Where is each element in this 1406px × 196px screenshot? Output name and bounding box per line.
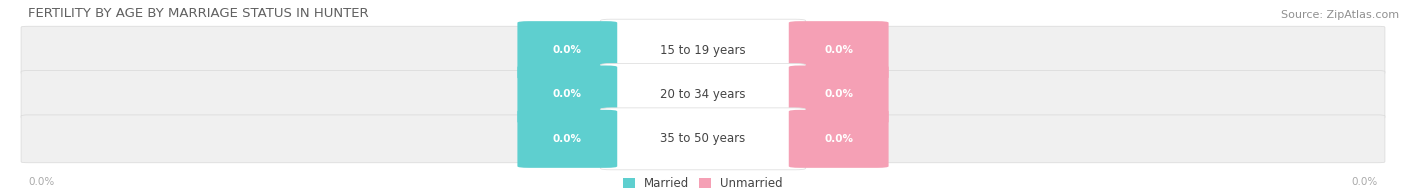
Text: 35 to 50 years: 35 to 50 years: [661, 132, 745, 145]
FancyBboxPatch shape: [517, 65, 617, 123]
Text: 0.0%: 0.0%: [553, 134, 582, 144]
Text: 0.0%: 0.0%: [28, 177, 55, 187]
Text: 15 to 19 years: 15 to 19 years: [661, 44, 745, 57]
FancyBboxPatch shape: [789, 65, 889, 123]
FancyBboxPatch shape: [21, 115, 1385, 163]
FancyBboxPatch shape: [21, 71, 1385, 118]
FancyBboxPatch shape: [600, 64, 806, 125]
Text: 0.0%: 0.0%: [1351, 177, 1378, 187]
FancyBboxPatch shape: [600, 19, 806, 81]
FancyBboxPatch shape: [600, 108, 806, 170]
FancyBboxPatch shape: [21, 26, 1385, 74]
Text: 20 to 34 years: 20 to 34 years: [661, 88, 745, 101]
FancyBboxPatch shape: [789, 110, 889, 168]
Text: 0.0%: 0.0%: [824, 45, 853, 55]
Text: 0.0%: 0.0%: [553, 90, 582, 100]
Text: 0.0%: 0.0%: [553, 45, 582, 55]
Text: 0.0%: 0.0%: [824, 90, 853, 100]
FancyBboxPatch shape: [517, 110, 617, 168]
Text: FERTILITY BY AGE BY MARRIAGE STATUS IN HUNTER: FERTILITY BY AGE BY MARRIAGE STATUS IN H…: [28, 7, 368, 20]
Legend: Married, Unmarried: Married, Unmarried: [623, 177, 783, 190]
FancyBboxPatch shape: [789, 21, 889, 79]
Text: Source: ZipAtlas.com: Source: ZipAtlas.com: [1281, 10, 1399, 20]
FancyBboxPatch shape: [517, 21, 617, 79]
Text: 0.0%: 0.0%: [824, 134, 853, 144]
